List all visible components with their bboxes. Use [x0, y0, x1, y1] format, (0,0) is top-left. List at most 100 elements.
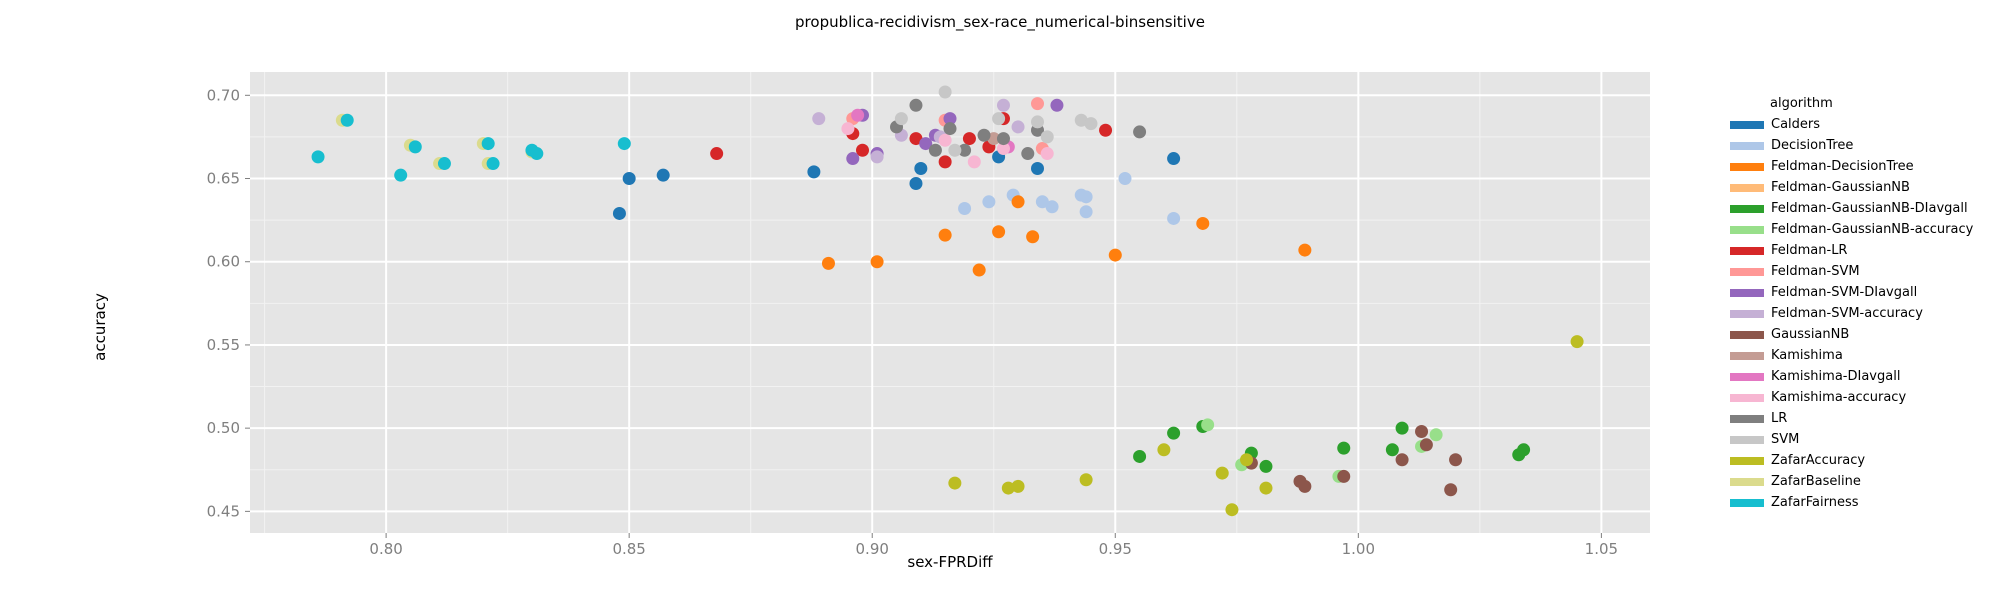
- data-point: [437, 157, 451, 171]
- data-point: [1079, 190, 1093, 204]
- legend-label: Feldman-GaussianNB-accuracy: [1771, 222, 1974, 237]
- legend-label: GaussianNB: [1771, 327, 1850, 342]
- legend-swatch: [1730, 498, 1764, 507]
- legend-item: Kamishima-DIavgall: [1730, 366, 1973, 387]
- legend-label: DecisionTree: [1771, 138, 1854, 153]
- legend-label: ZafarBaseline: [1771, 474, 1861, 489]
- data-point: [943, 122, 957, 136]
- data-point: [1201, 418, 1215, 432]
- data-point: [1040, 130, 1054, 144]
- legend-item: DecisionTree: [1730, 135, 1973, 156]
- data-point: [1011, 479, 1025, 493]
- legend: algorithm Calders DecisionTree Feldman-Dec…: [1730, 94, 1973, 513]
- legend-item: Feldman-LR: [1730, 240, 1973, 261]
- legend-label: Feldman-DecisionTree: [1771, 159, 1914, 174]
- data-point: [617, 137, 631, 151]
- data-point: [909, 177, 923, 191]
- data-point: [996, 132, 1010, 146]
- x-axis-label: sex-FPRDiff: [907, 553, 993, 571]
- legend-label: Kamishima-DIavgall: [1771, 369, 1901, 384]
- data-point: [914, 162, 928, 176]
- legend-swatch: [1730, 162, 1764, 171]
- legend-item: Feldman-SVM-DIavgall: [1730, 282, 1973, 303]
- data-point: [1133, 449, 1147, 463]
- legend-item: Kamishima-accuracy: [1730, 387, 1973, 408]
- legend-swatch: [1730, 246, 1764, 255]
- data-point: [996, 98, 1010, 112]
- data-point: [1031, 115, 1044, 129]
- x-tick-label: 0.80: [369, 540, 402, 558]
- legend-label: SVM: [1771, 432, 1800, 447]
- data-point: [851, 108, 865, 122]
- data-point: [870, 150, 884, 164]
- data-point: [1215, 466, 1229, 480]
- data-point: [1419, 438, 1433, 452]
- data-point: [1570, 335, 1584, 349]
- legend-title: algorithm: [1770, 96, 1833, 111]
- data-point: [812, 112, 826, 126]
- data-point: [1337, 469, 1351, 483]
- data-point: [1011, 120, 1025, 134]
- data-point: [856, 143, 869, 157]
- data-point: [958, 201, 972, 215]
- data-point: [977, 128, 991, 142]
- data-point: [992, 112, 1006, 126]
- data-point: [1337, 441, 1351, 455]
- legend-label: ZafarAccuracy: [1771, 453, 1866, 468]
- legend-label: Feldman-LR: [1771, 243, 1848, 258]
- data-point: [938, 228, 952, 242]
- legend-item: ZafarFairness: [1730, 492, 1973, 513]
- legend-label: Feldman-SVM: [1771, 264, 1860, 279]
- data-point: [612, 206, 626, 220]
- data-point: [841, 122, 855, 136]
- data-point: [1079, 473, 1093, 487]
- legend-item: ZafarAccuracy: [1730, 450, 1973, 471]
- legend-swatch: [1730, 330, 1764, 339]
- data-point: [1084, 117, 1098, 131]
- data-point: [1167, 426, 1181, 440]
- legend-label: Feldman-SVM-DIavgall: [1771, 285, 1918, 300]
- legend-item: ZafarBaseline: [1730, 471, 1973, 492]
- data-point: [1225, 503, 1239, 517]
- data-point: [870, 255, 884, 269]
- data-point: [962, 132, 976, 146]
- data-point: [1133, 125, 1147, 139]
- data-point: [928, 143, 942, 157]
- data-point: [938, 133, 952, 147]
- data-point: [1395, 453, 1409, 467]
- legend-item: Calders: [1730, 114, 1973, 135]
- data-point: [1031, 97, 1044, 111]
- legend-swatch: [1730, 435, 1764, 444]
- data-point: [948, 143, 962, 157]
- data-point: [486, 157, 500, 171]
- data-point: [1298, 243, 1312, 257]
- data-point: [1429, 428, 1443, 442]
- data-point: [938, 85, 952, 99]
- legend-item: LR: [1730, 408, 1973, 429]
- data-point: [1259, 481, 1273, 495]
- legend-item: SVM: [1730, 429, 1973, 450]
- y-tick-label: 0.65: [207, 170, 240, 188]
- data-point: [1240, 453, 1254, 467]
- data-point: [481, 137, 495, 151]
- data-point: [1167, 152, 1181, 166]
- x-tick-label: 0.90: [856, 540, 889, 558]
- data-point: [1079, 205, 1093, 219]
- data-point: [982, 195, 996, 209]
- data-point: [846, 152, 860, 166]
- data-point: [1001, 481, 1015, 495]
- x-tick-label: 0.95: [1099, 540, 1132, 558]
- data-point: [967, 155, 981, 169]
- data-point: [948, 476, 962, 490]
- x-tick-label: 1.00: [1342, 540, 1375, 558]
- x-tick-label: 1.05: [1585, 540, 1618, 558]
- data-point: [1011, 195, 1025, 209]
- data-point: [938, 155, 952, 169]
- chart-title: propublica-recidivism_sex-race_numerical…: [795, 13, 1205, 31]
- data-point: [1045, 200, 1059, 214]
- data-point: [1108, 248, 1122, 262]
- data-point: [394, 168, 408, 182]
- legend-item: Feldman-DecisionTree: [1730, 156, 1973, 177]
- data-point: [1157, 443, 1171, 457]
